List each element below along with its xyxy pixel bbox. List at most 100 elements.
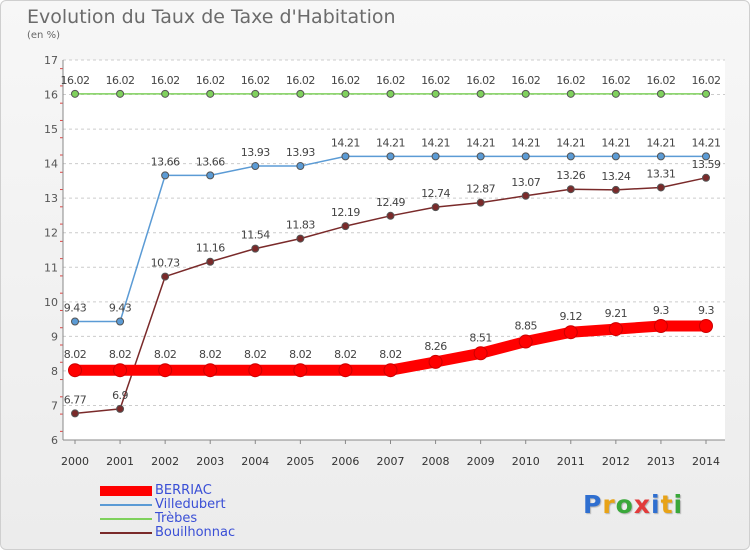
data-label: 16.02 [601, 74, 630, 87]
data-point [611, 89, 620, 98]
data-point [296, 89, 305, 98]
legend-label: BERRIAC [155, 483, 212, 498]
legend-label: Bouilhonnac [155, 525, 236, 540]
data-point [341, 152, 350, 161]
data-label: 14.21 [556, 136, 585, 149]
data-point [71, 89, 79, 98]
y-tick-label: 6 [51, 434, 58, 447]
data-label: 8.02 [244, 348, 267, 361]
data-label: 14.21 [376, 136, 405, 149]
x-tick-label: 2014 [692, 455, 720, 468]
x-tick-label: 2012 [602, 455, 630, 468]
x-tick-label: 2004 [241, 455, 269, 468]
data-point [161, 171, 170, 180]
data-label: 13.93 [241, 146, 270, 159]
proxiti-logo: Proxiti [583, 490, 683, 519]
data-label: 16.02 [331, 74, 360, 87]
x-tick-label: 2006 [331, 455, 359, 468]
data-label: 14.21 [511, 136, 540, 149]
logo-letter: o [615, 490, 634, 519]
data-point [656, 183, 665, 192]
legend-swatch [100, 518, 152, 520]
data-label: 16.02 [556, 74, 585, 87]
data-label: 12.19 [331, 206, 360, 219]
data-label: 9.3 [698, 304, 714, 317]
y-tick-label: 8 [51, 365, 58, 378]
data-label: 13.66 [151, 155, 180, 168]
y-tick-label: 10 [44, 296, 58, 309]
y-tick-label: 9 [51, 330, 58, 343]
data-label: 9.12 [560, 310, 583, 323]
data-label: 8.26 [424, 340, 447, 353]
data-point [702, 89, 710, 98]
data-label: 13.26 [556, 169, 585, 182]
y-tick-label: 16 [44, 89, 58, 102]
data-point [702, 152, 710, 161]
x-tick-label: 2002 [151, 455, 179, 468]
data-point [428, 354, 443, 369]
data-point [161, 272, 170, 281]
data-point [383, 363, 398, 378]
data-point [476, 198, 485, 207]
data-label: 6.77 [64, 393, 87, 406]
data-label: 6.9 [112, 389, 128, 402]
x-tick-label: 2008 [422, 455, 450, 468]
legend-swatch [100, 486, 152, 496]
data-point [293, 363, 308, 378]
data-point [656, 89, 665, 98]
data-point [68, 363, 82, 378]
data-label: 16.02 [61, 74, 90, 87]
data-label: 16.02 [106, 74, 135, 87]
y-tick-label: 11 [44, 261, 58, 274]
legend-swatch [100, 504, 152, 506]
legend-label: Trèbes [155, 511, 198, 526]
series-berriac: 8.02 8.02 8.02 8.02 8.02 8.02 8.02 8.02 8.26 8.51… [64, 304, 715, 378]
data-label: 16.02 [196, 74, 225, 87]
data-point [251, 244, 260, 253]
y-tick-label: 12 [44, 227, 58, 240]
data-label: 13.66 [196, 155, 225, 168]
data-label: 12.87 [466, 183, 495, 196]
logo-letter: i [673, 490, 684, 519]
y-tick-label: 17 [44, 54, 58, 67]
series-bouilhonnac: 6.77 6.9 10.73 11.16 11.54 11.83 12.19 12.49 12.… [64, 158, 721, 418]
x-tick-label: 2007 [377, 455, 405, 468]
data-point [116, 404, 125, 413]
data-point [473, 346, 488, 361]
legend-label: Villedubert [155, 497, 226, 512]
data-label: 9.43 [109, 302, 132, 315]
data-point [71, 317, 79, 326]
data-label: 9.43 [64, 302, 87, 315]
data-label: 8.85 [514, 320, 537, 333]
data-point [341, 222, 350, 231]
data-point [296, 162, 305, 171]
data-point [476, 89, 485, 98]
data-point [699, 319, 713, 333]
data-label: 8.02 [64, 348, 87, 361]
data-point [476, 152, 485, 161]
data-point [71, 409, 79, 418]
plot-area [63, 60, 725, 440]
data-label: 13.24 [601, 170, 630, 183]
data-point [653, 319, 668, 333]
logo-letter: i [651, 490, 661, 519]
data-point [608, 322, 623, 337]
data-point [206, 89, 215, 98]
data-point [296, 234, 305, 243]
x-tick-label: 2013 [647, 455, 675, 468]
data-label: 16.02 [511, 74, 540, 87]
data-point [702, 173, 710, 182]
data-point [206, 257, 215, 266]
data-label: 10.73 [151, 257, 180, 270]
series-villedubert: 9.43 9.43 13.66 13.66 13.93 13.93 14.21 14.21 14… [64, 136, 721, 326]
data-point [206, 171, 215, 180]
data-label: 14.21 [646, 136, 675, 149]
data-label: 8.02 [154, 348, 177, 361]
data-label: 13.93 [286, 146, 315, 159]
x-tick-label: 2000 [61, 455, 89, 468]
data-point [341, 89, 350, 98]
data-label: 14.21 [331, 136, 360, 149]
data-point [566, 185, 575, 194]
data-label: 16.02 [286, 74, 315, 87]
data-label: 16.02 [421, 74, 450, 87]
